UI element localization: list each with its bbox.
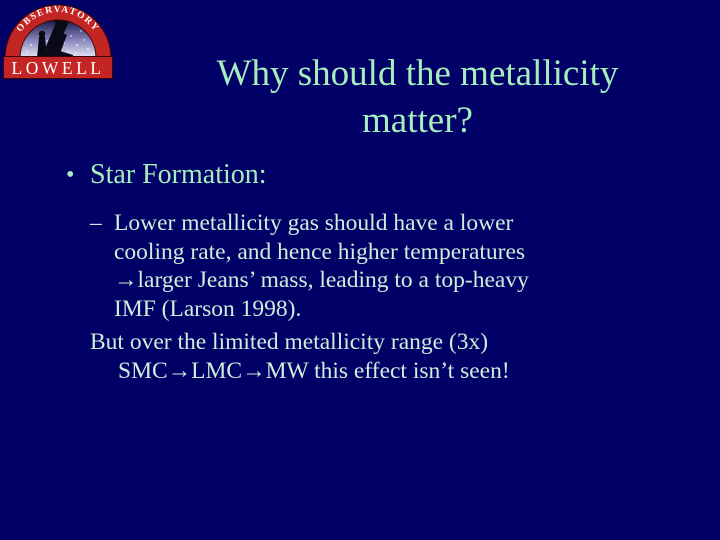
lowell-observatory-logo: OBSERVATORY LOWELL [3,4,113,79]
body-text-block: – Lower metallicity gas should have a low… [90,209,650,385]
sub-bullet-line: IMF (Larson 1998). [114,295,302,322]
bullet-marker: • [66,162,75,188]
slide-title: Why should the metallicity matter? [125,50,710,144]
dash-marker: – [90,210,102,236]
sub-bullet-line: – Lower metallicity gas should have a low… [90,209,650,238]
bullet-star-formation: • Star Formation: [66,158,267,192]
note-line: But over the limited metallicity range (… [90,329,489,355]
title-line-1: Why should the metallicity [216,53,619,94]
sub-bullet-text: Lower metallicity gas should have a lowe… [114,210,514,236]
logo-banner-label: LOWELL [12,58,105,78]
sub-bullet-line: cooling rate, and hence higher temperatu… [114,238,526,265]
bullet-text: Star Formation: [90,159,267,190]
title-line-2: matter? [362,100,473,141]
note-line: SMC→LMC→MW this effect isn’t seen! [118,357,510,384]
logo-banner [3,56,113,79]
logo-stars [26,30,89,54]
sub-bullet-line: →larger Jeans’ mass, leading to a top-he… [114,267,529,293]
